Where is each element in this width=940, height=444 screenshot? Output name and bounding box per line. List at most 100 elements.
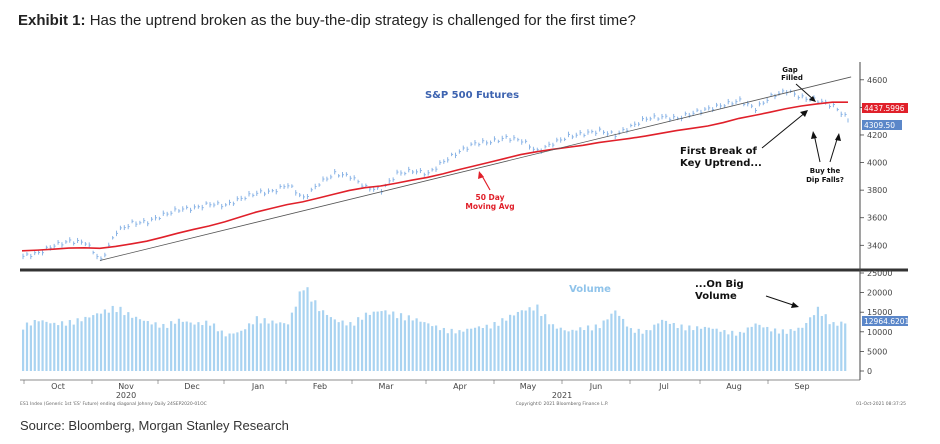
annotation-gap: Gap — [782, 66, 797, 74]
volume-bar — [528, 307, 531, 371]
volume-bar — [177, 318, 181, 371]
volume-bar — [224, 336, 227, 371]
volume-bar — [392, 311, 395, 371]
arrowhead-buy-dip-1 — [811, 131, 817, 139]
volume-bar — [563, 330, 566, 371]
volume-bar — [84, 316, 87, 371]
volume-last-value: 12964.6201 — [864, 317, 910, 326]
volume-bar — [664, 320, 668, 371]
volume-bar — [481, 328, 484, 371]
volume-bar — [844, 323, 847, 371]
annotation-dip-falls: Dip Falls? — [806, 176, 844, 184]
volume-bar — [629, 328, 633, 371]
volume-y-tick-label: 20000 — [867, 289, 892, 298]
price-y-tick-label: 3600 — [867, 214, 887, 223]
annotation-first-break-1: First Break of — [680, 146, 757, 157]
volume-bar — [793, 330, 796, 371]
volume-bar — [337, 322, 340, 371]
volume-bar — [707, 327, 710, 371]
volume-bar — [579, 327, 582, 371]
volume-bar — [399, 313, 403, 371]
x-tick-label: Jun — [589, 382, 603, 391]
volume-bar — [96, 313, 99, 371]
volume-bar — [279, 322, 282, 371]
volume-bar — [142, 320, 145, 371]
volume-bar — [427, 323, 430, 371]
volume-bar — [462, 331, 465, 371]
volume-bar — [773, 328, 777, 371]
title-text: Has the uptrend broken as the buy-the-di… — [89, 12, 636, 29]
volume-bar — [770, 331, 773, 371]
x-tick-label: Apr — [453, 382, 468, 391]
price-series-title: S&P 500 Futures — [425, 90, 519, 101]
volume-bar — [150, 324, 153, 371]
arrowhead-first-break — [800, 110, 808, 117]
volume-bar — [805, 323, 808, 371]
volume-bar — [583, 330, 586, 371]
volume-bar — [684, 330, 687, 371]
volume-bar — [372, 311, 375, 371]
volume-bar — [205, 320, 208, 371]
volume-y-axis: 0 5000 10000 15000 20000 25000 — [860, 269, 892, 376]
annotation-big-volume-1: ...On Big — [695, 279, 744, 290]
volume-bar — [25, 322, 29, 371]
volume-bar — [657, 323, 660, 371]
price-y-tick-label: 3400 — [867, 241, 887, 250]
volume-bar — [738, 331, 742, 371]
ma-last-value: 4437.5996 — [864, 104, 905, 113]
volume-bar — [653, 324, 656, 371]
volume-bar — [286, 324, 290, 371]
volume-bar — [396, 318, 399, 371]
volume-bar — [668, 323, 671, 371]
volume-bar — [536, 304, 539, 371]
volume-bar — [559, 327, 562, 371]
volume-bar — [777, 333, 781, 371]
volume-bar — [173, 323, 177, 371]
volume-bar — [450, 328, 453, 371]
price-panel — [20, 62, 860, 268]
volume-bar — [228, 333, 231, 371]
volume-bar — [294, 306, 297, 371]
volume-bar — [103, 309, 107, 371]
volume-bar — [431, 326, 434, 371]
volume-bar — [197, 322, 200, 371]
x-tick-label: Oct — [51, 382, 65, 391]
volume-bar — [415, 318, 418, 371]
volume-bar — [696, 326, 699, 371]
volume-bar — [454, 333, 457, 371]
volume-bar — [357, 317, 360, 371]
volume-bar — [840, 321, 843, 371]
volume-bar — [146, 321, 149, 371]
volume-bar — [742, 332, 746, 371]
price-y-axis: 3400360038004000420044004600 — [860, 76, 887, 250]
arrowhead-ma — [478, 171, 484, 179]
bottom-left-note: ES1 Index (Generic 1st 'ES' Future) endi… — [20, 401, 207, 407]
volume-bar — [64, 325, 68, 371]
volume-bar — [267, 323, 270, 371]
volume-bar — [57, 325, 60, 371]
volume-bar — [170, 321, 173, 371]
x-tick-label: Dec — [184, 382, 199, 391]
volume-bar — [138, 319, 142, 371]
volume-bar — [68, 320, 71, 371]
volume-bar — [637, 328, 640, 371]
volume-bar — [789, 329, 792, 371]
arrowhead-gap-filled — [809, 96, 816, 102]
volume-bar — [259, 323, 262, 371]
x-tick-label: Sep — [794, 382, 809, 391]
volume-bar — [547, 324, 551, 371]
x-tick-label: Jan — [251, 382, 264, 391]
volume-bar — [598, 328, 601, 371]
volume-bar — [711, 328, 714, 371]
volume-bar — [645, 329, 648, 371]
volume-bar — [438, 330, 442, 371]
volume-bar — [614, 310, 617, 371]
volume-bar — [750, 326, 753, 371]
volume-bar — [532, 310, 535, 371]
volume-bar — [676, 328, 679, 371]
volume-bar — [290, 312, 294, 371]
volume-bar — [512, 315, 516, 371]
arrow-gap-filled — [795, 83, 815, 101]
volume-bar — [797, 327, 800, 371]
